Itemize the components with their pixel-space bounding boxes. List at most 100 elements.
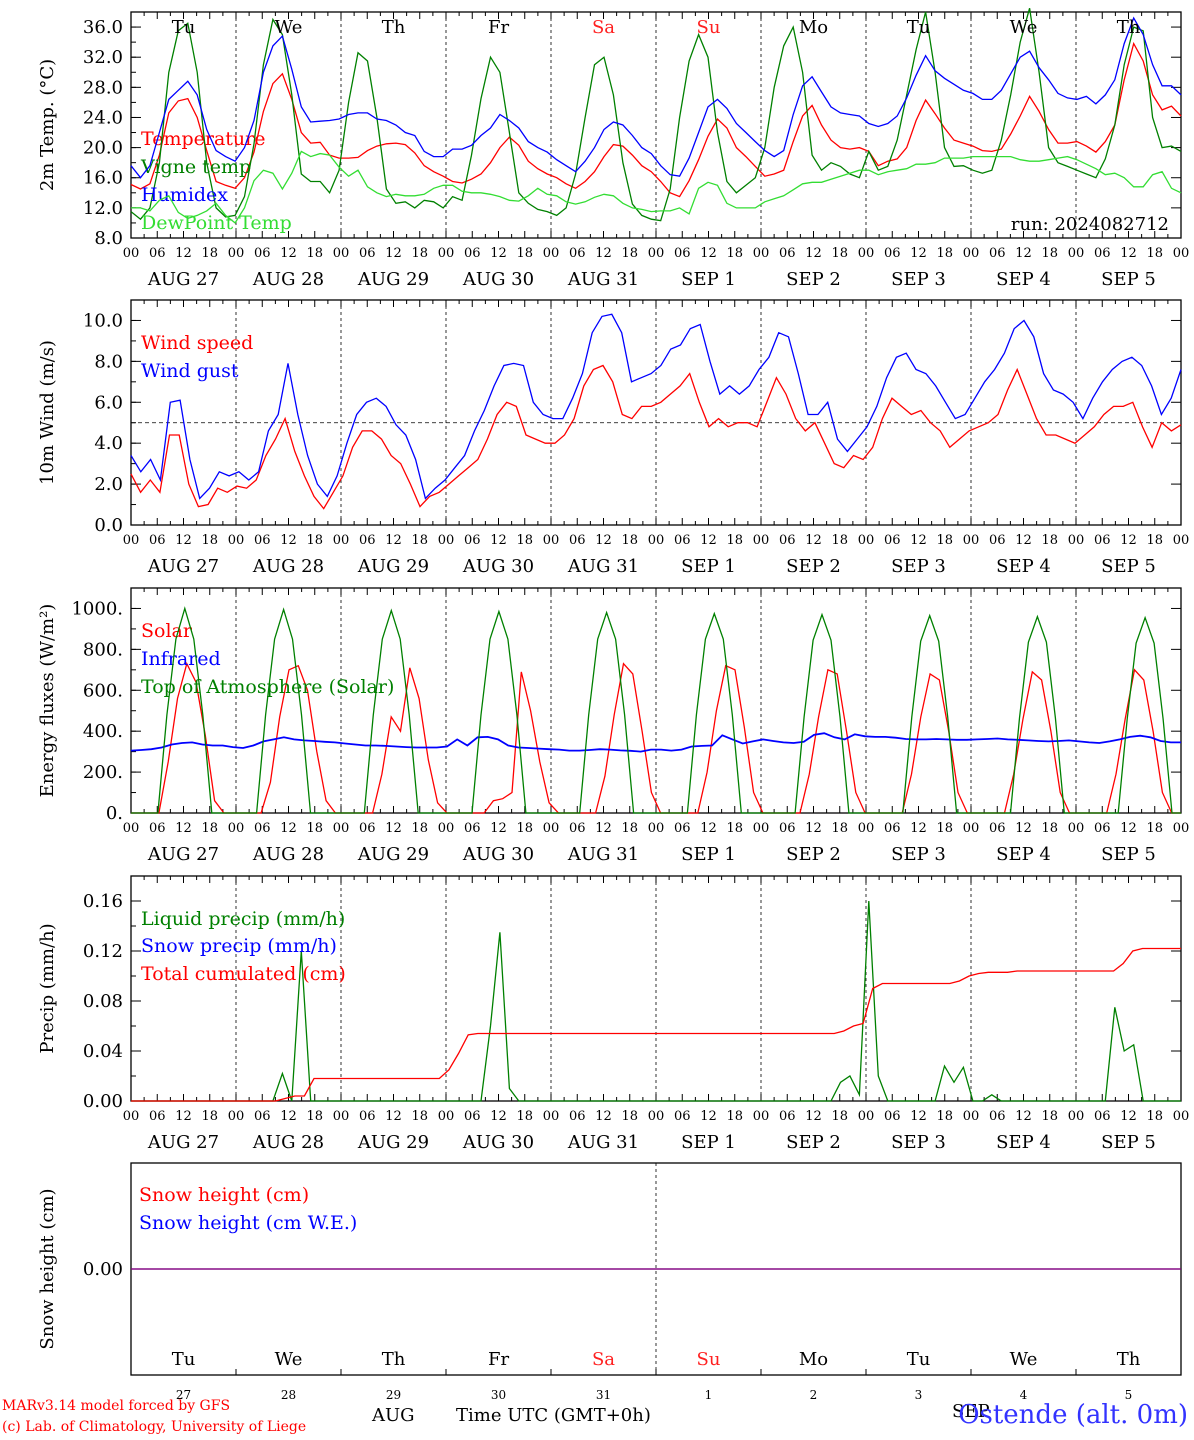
energy-hour-label: 12 [280, 821, 297, 836]
day-number-label: 1 [705, 1388, 713, 1402]
wind-y-tick-label: 6.0 [94, 392, 123, 413]
wind-hour-label: 00 [963, 533, 980, 548]
temperature-hour-label: 06 [569, 246, 586, 261]
precip-hour-label: 06 [884, 1109, 901, 1124]
precip-legend-entry: Snow precip (mm/h) [141, 935, 337, 957]
energy-panel: 00 06 12 18 AUG 27 00 06 12 18 AUG 28 00 06 12 18 AUG … [37, 587, 1189, 865]
energy-hour-label: 06 [569, 821, 586, 836]
weekday-label-bottom: We [275, 1349, 303, 1370]
temperature-hour-label: 06 [464, 246, 481, 261]
precip-y-tick-label: 0.12 [83, 941, 123, 962]
temperature-y-tick-label: 24.0 [83, 107, 123, 128]
precip-hour-label: 18 [831, 1109, 848, 1124]
energy-hour-label: 12 [385, 821, 402, 836]
energy-hour-label: 18 [831, 821, 848, 836]
temperature-date-label: SEP 2 [786, 269, 841, 290]
weekday-label-top: Th [382, 17, 406, 38]
temperature-date-label: SEP 5 [1101, 269, 1156, 290]
temperature-hour-label: 00 [228, 246, 245, 261]
wind-hour-label: 18 [621, 533, 638, 548]
precip-series-total-cumulated-cm- [131, 947, 1181, 1102]
energy-hour-label: 06 [674, 821, 691, 836]
energy-legend-entry: Top of Atmosphere (Solar) [141, 676, 394, 698]
energy-hour-label: 00 [963, 821, 980, 836]
snow-legend-entry: Snow height (cm) [139, 1184, 309, 1206]
precip-date-label: AUG 30 [462, 1132, 534, 1153]
day-number-label: 2 [810, 1388, 818, 1402]
wind-hour-label: 00 [228, 533, 245, 548]
wind-hour-label: 00 [438, 533, 455, 548]
wind-hour-label: 06 [1094, 533, 1111, 548]
energy-y-axis-title: Energy fluxes (W/m²) [37, 604, 58, 798]
day-number-label: 28 [281, 1388, 296, 1402]
temperature-hour-label: 12 [700, 246, 717, 261]
temperature-date-label: SEP 1 [681, 269, 736, 290]
wind-hour-label: 18 [726, 533, 743, 548]
wind-panel: 00 06 12 18 AUG 27 00 06 12 18 AUG 28 00 06 12 18 AUG … [37, 299, 1190, 577]
energy-hour-label: 18 [621, 821, 638, 836]
energy-hour-label: 00 [858, 821, 875, 836]
wind-date-label: SEP 3 [891, 556, 946, 577]
day-number-label: 5 [1125, 1388, 1133, 1402]
station-label: Ostende (alt. 0m) [958, 1400, 1188, 1430]
wind-hour-label: 18 [306, 533, 323, 548]
wind-hour-label: 00 [648, 533, 665, 548]
temperature-hour-label: 12 [1120, 246, 1137, 261]
snow-panel: 0.00 Snow height (cm) Snow height (cm) Snow… [37, 1162, 1182, 1376]
temperature-hour-label: 06 [884, 246, 901, 261]
weekday-label-bottom: Tu [907, 1349, 931, 1370]
wind-date-label: AUG 31 [567, 556, 639, 577]
precip-hour-label: 00 [648, 1109, 665, 1124]
weekday-label-top: We [275, 17, 303, 38]
temperature-series-temperature [130, 41, 1182, 198]
wind-series-wind-gust [130, 313, 1182, 500]
temperature-hour-label: 18 [936, 246, 953, 261]
temperature-hour-label: 00 [648, 246, 665, 261]
precip-hour-label: 12 [910, 1109, 927, 1124]
wind-y-tick-label: 8.0 [94, 351, 123, 372]
temperature-hour-label: 18 [306, 246, 323, 261]
wind-legend-entry: Wind gust [141, 360, 239, 382]
wind-hour-label: 12 [700, 533, 717, 548]
wind-hour-label: 00 [1173, 533, 1190, 548]
wind-y-tick-label: 10.0 [83, 310, 123, 331]
run-label: run: 2024082712 [1011, 214, 1169, 235]
energy-legend-entry: Infrared [141, 648, 221, 670]
precip-date-label: AUG 31 [567, 1132, 639, 1153]
day-number-label: 29 [386, 1388, 401, 1402]
energy-date-label: AUG 27 [147, 844, 219, 865]
wind-hour-label: 12 [1015, 533, 1032, 548]
weekday-label-top: Tu [907, 17, 931, 38]
temperature-y-tick-label: 12.0 [83, 198, 123, 219]
temperature-hour-label: 06 [989, 246, 1006, 261]
temperature-hour-label: 12 [910, 246, 927, 261]
precip-y-tick-label: 0.04 [83, 1041, 123, 1062]
energy-frame [130, 587, 1182, 814]
temperature-series-humidex [130, 16, 1182, 179]
energy-date-label: AUG 31 [567, 844, 639, 865]
temperature-hour-label: 06 [359, 246, 376, 261]
energy-hour-label: 12 [910, 821, 927, 836]
wind-date-label: SEP 2 [786, 556, 841, 577]
precip-hour-label: 06 [1094, 1109, 1111, 1124]
energy-hour-label: 12 [1120, 821, 1137, 836]
energy-date-label: AUG 28 [252, 844, 324, 865]
energy-hour-label: 12 [1015, 821, 1032, 836]
wind-date-label: AUG 30 [462, 556, 534, 577]
energy-date-label: AUG 29 [357, 844, 429, 865]
energy-hour-label: 12 [490, 821, 507, 836]
precip-hour-label: 06 [254, 1109, 271, 1124]
wind-hour-label: 12 [385, 533, 402, 548]
temperature-series-dewpoint-temp [131, 150, 1182, 224]
weekday-label-bottom: Fr [488, 1349, 509, 1370]
temperature-date-label: AUG 29 [357, 269, 429, 290]
precip-legend-entry: Total cumulated (cm) [141, 963, 346, 985]
wind-hour-label: 06 [989, 533, 1006, 548]
wind-hour-label: 12 [280, 533, 297, 548]
precip-hour-label: 06 [359, 1109, 376, 1124]
precip-hour-label: 12 [595, 1109, 612, 1124]
energy-y-tick-label: 400. [83, 721, 123, 742]
energy-date-label: SEP 5 [1101, 844, 1156, 865]
wind-hour-label: 12 [175, 533, 192, 548]
